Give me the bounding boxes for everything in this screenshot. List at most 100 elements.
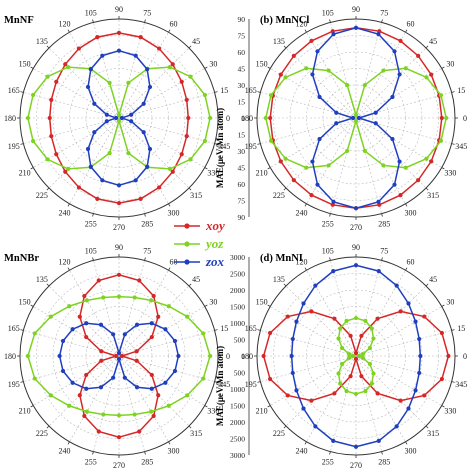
data-point-yoz — [25, 353, 31, 359]
radial-tick-label: 2500 — [230, 435, 245, 444]
data-point-zox — [417, 370, 422, 376]
data-point-zox — [92, 130, 97, 135]
data-point-yoz — [326, 163, 331, 168]
data-point-xoy — [422, 393, 427, 398]
grid-spoke — [69, 355, 120, 442]
angle-label: 195 — [245, 142, 257, 151]
data-point-xoy — [268, 115, 273, 121]
angle-label: 180 — [241, 114, 253, 123]
radial-tick-label: 1500 — [230, 303, 245, 312]
angle-label: 285 — [378, 457, 390, 466]
data-point-zox — [172, 368, 178, 374]
angle-tick — [214, 329, 218, 331]
data-point-xoy — [95, 196, 100, 201]
angle-label: 270 — [350, 461, 362, 470]
grid-spoke — [270, 117, 357, 168]
data-point-yoz — [283, 156, 288, 161]
data-point-yoz — [207, 353, 213, 359]
data-point-zox — [98, 385, 104, 390]
angle-label: 60 — [407, 20, 415, 29]
angle-label: 180 — [4, 352, 16, 361]
data-point-zox — [111, 375, 116, 380]
angle-label: 270 — [113, 223, 125, 232]
angle-tick — [168, 203, 171, 207]
radial-tick-label: 2000 — [230, 286, 245, 295]
angle-tick — [451, 329, 455, 331]
angle-label: 240 — [59, 208, 71, 217]
data-point-zox — [376, 32, 381, 37]
data-point-yoz — [403, 66, 408, 71]
grid-spoke — [118, 117, 190, 189]
angle-tick — [92, 451, 94, 455]
panel-title: MnNF — [4, 15, 34, 26]
angle-label: 285 — [378, 219, 390, 228]
data-point-yoz — [25, 115, 31, 121]
angle-tick — [405, 203, 408, 207]
grid-spoke — [118, 47, 190, 119]
data-point-xoy — [119, 353, 125, 359]
angle-label: 30 — [446, 298, 454, 307]
angle-label: 330 — [207, 407, 219, 416]
data-point-yoz — [202, 138, 208, 144]
angle-tick — [30, 304, 34, 307]
data-point-yoz — [362, 82, 367, 88]
grid-spoke — [48, 47, 120, 119]
data-point-yoz — [353, 118, 359, 124]
data-point-yoz — [367, 345, 373, 351]
angle-label: 330 — [444, 169, 456, 178]
angle-label: 180 — [4, 114, 16, 123]
legend-marker-yoz — [184, 241, 190, 247]
angle-tick — [381, 257, 383, 261]
angle-label: 120 — [59, 20, 71, 29]
angle-tick — [425, 187, 429, 191]
data-point-yoz — [283, 75, 288, 80]
angle-tick — [257, 91, 261, 93]
data-point-yoz — [66, 166, 71, 171]
angle-label: 105 — [85, 247, 97, 256]
grid-spoke — [118, 117, 205, 168]
grid-spoke — [306, 270, 357, 357]
angle-label: 210 — [256, 407, 268, 416]
data-point-zox — [85, 84, 91, 90]
data-point-yoz — [360, 352, 365, 357]
angle-label: 135 — [36, 37, 48, 46]
data-point-yoz — [344, 318, 349, 323]
angle-label: 90 — [352, 243, 360, 252]
data-point-zox — [331, 269, 336, 274]
angle-tick — [67, 267, 70, 271]
angle-label: 195 — [245, 380, 257, 389]
angle-label: 30 — [209, 298, 217, 307]
data-point-yoz — [347, 355, 352, 360]
data-point-zox — [122, 332, 127, 337]
angle-label: 135 — [273, 37, 285, 46]
data-point-xoy — [353, 350, 359, 356]
angle-label: 90 — [115, 5, 123, 14]
data-point-zox — [413, 319, 418, 324]
data-point-zox — [331, 32, 336, 37]
data-point-xoy — [49, 97, 54, 102]
data-point-xoy — [156, 185, 162, 190]
data-point-zox — [111, 332, 116, 337]
data-point-xoy — [116, 201, 122, 206]
data-point-zox — [334, 110, 339, 115]
angle-tick — [451, 143, 455, 145]
angle-label: 120 — [296, 258, 308, 267]
data-point-xoy — [184, 97, 189, 102]
data-point-xoy — [138, 196, 143, 201]
data-point-xoy — [170, 62, 175, 67]
data-point-zox — [353, 25, 359, 30]
data-point-zox — [376, 269, 381, 274]
angle-tick — [204, 66, 208, 69]
angle-label: 330 — [444, 407, 456, 416]
angle-tick — [20, 381, 24, 383]
grid-spoke — [118, 285, 190, 357]
angle-tick — [451, 381, 455, 383]
angle-label: 195 — [8, 380, 20, 389]
data-point-zox — [104, 112, 109, 117]
angle-tick — [20, 91, 24, 93]
radial-tick-label: 1000 — [230, 319, 245, 328]
data-point-xoy — [179, 79, 184, 84]
grid-spoke — [69, 270, 120, 357]
radial-tick-label: 90 — [238, 213, 246, 222]
radial-tick-label: 60 — [238, 180, 246, 189]
